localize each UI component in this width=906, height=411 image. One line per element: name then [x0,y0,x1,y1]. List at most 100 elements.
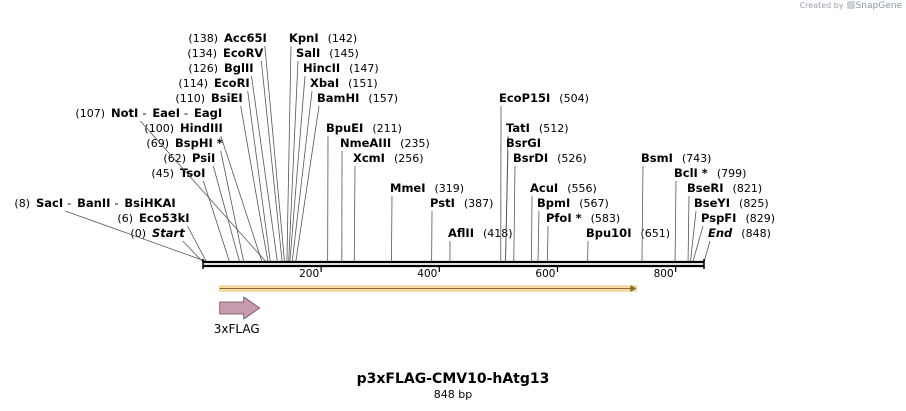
enzyme-name-bsiei: BsiEI [211,91,243,105]
site-hincii: HincII (147) [289,61,379,263]
site-pspfi: PspFI (829) [692,211,775,263]
enzyme-name-sali: SalI [296,46,320,60]
enzyme-name-eaei: EaeI [152,106,180,120]
enzyme-name-acui: AcuI [530,181,558,195]
feature-arrow-3xflag [219,296,261,320]
site-position-label: (319) [435,182,465,195]
enzyme-name-hincii: HincII [303,61,340,75]
site-ecop15i: EcoP15I (504) [499,91,589,263]
site-position-label: (829) [745,212,775,225]
site-position-label: (69) [146,137,169,150]
orf-arrowhead [630,285,637,292]
site-xcmi: XcmI (256) [353,151,424,263]
site-leader-line [187,225,207,263]
site-leader-line [247,90,271,263]
site-kpni: KpnI (142) [286,31,358,263]
site-leader-line [353,165,356,263]
site-separator: - [142,106,146,120]
site-leader-line [531,195,533,263]
site-leader-line [547,225,549,263]
site-position-label: (8) [14,197,30,210]
ruler-tick-label: 400 [417,268,437,280]
site-psti: PstI (387) [430,196,494,263]
site-position-label: (743) [682,152,712,165]
enzyme-name-ecop15i: EcoP15I [499,91,550,105]
enzyme-name-mmei: MmeI [390,181,426,195]
restriction-site-layer: Start(0)Eco53kI(6)SacI - BanII - BsiHKAI(8)T… [14,31,775,263]
site-nmeaiii: NmeAIII (235) [340,136,430,263]
site-position-label: (151) [348,77,378,90]
feature-layer: 3xFLAG [214,285,637,336]
site-position-label: (114) [178,77,208,90]
site-acui: AcuI (556) [530,181,597,263]
site-position-label: (235) [400,137,430,150]
site-bpuei: BpuEI (211) [326,121,402,263]
site-position-label: (62) [163,152,186,165]
site-hindiii: HindIII (100) [144,121,263,263]
site-leader-line [692,225,704,263]
enzyme-name-bamhi: BamHI [317,91,359,105]
site-leader-line [264,45,285,263]
enzyme-name-bsrgi: BsrGI [506,136,541,150]
site-acc65i: Acc65I (138) [188,31,285,263]
enzyme-name-ecorv: EcoRV [223,46,263,60]
site-leader-line [505,150,509,263]
site-sali: SalI (145) [288,46,359,263]
site-position-label: (107) [75,107,105,120]
site-bsrgi: BsrGI [505,136,541,263]
enzyme-name-xcmi: XcmI [353,151,385,165]
site-eco53ki: Eco53kI (6) [117,211,207,263]
site-position-label: (799) [717,167,747,180]
enzyme-name-eagi: EagI [194,106,222,120]
site-pfoi: PfoI * (583) [546,211,620,263]
site-leader-line [703,240,711,263]
enzyme-name-tati: TatI [506,121,530,135]
site-position-label: (526) [557,152,587,165]
enzyme-name-bcli: BclI * [674,166,708,180]
site-position-label: (256) [394,152,424,165]
map-title: p3xFLAG-CMV10-hAtg13 [356,371,550,387]
site-position-label: (100) [144,122,174,135]
site-bglii: BglII (126) [188,61,278,263]
site-position-label: (142) [328,32,358,45]
enzyme-name-tsoi: TsoI [180,166,205,180]
site-leader-line [202,180,230,263]
site-position-label: (556) [567,182,597,195]
enzyme-name-nmeaiii: NmeAIII [340,136,391,150]
enzyme-name-bsrdi: BsrDI [513,151,548,165]
enzyme-name-bsmi: BsmI [641,151,673,165]
site-leader-line [537,210,540,263]
enzyme-name-end: End [708,226,733,240]
enzyme-name-bsihkai: BsiHKAI [124,196,175,210]
site-position-label: (418) [483,227,513,240]
enzyme-name-noti: NotI [111,106,138,120]
site-bsmi: BsmI (743) [641,151,712,263]
site-position-label: (134) [187,47,217,60]
snapgene-logo-icon [846,1,855,9]
site-position-label: (147) [349,62,379,75]
enzyme-name-psti: PstI [430,196,455,210]
site-leader-line [260,60,283,263]
site-leader-line [286,45,292,263]
site-leader-line [289,75,306,263]
site-ecori: EcoRI (114) [178,76,271,263]
enzyme-name-bpuei: BpuEI [326,121,363,135]
site-ecorv: EcoRV (134) [187,46,283,263]
enzyme-name-ecori: EcoRI [214,76,250,90]
site-position-label: (504) [559,92,589,105]
site-aflii: AflII (418) [448,226,513,263]
enzyme-name-bpu10i: Bpu10I [586,226,631,240]
site-leader-line [687,195,690,263]
site-leader-line [674,180,677,263]
site-saci-banii-bsihkai: SacI - BanII - BsiHKAI(8) [14,196,208,263]
site-noti-eaei-eagi: NotI - EaeI - EagI(107) [75,106,267,263]
site-position-label: (145) [329,47,359,60]
site-position-label: (567) [579,197,609,210]
enzyme-name-aflii: AflII [448,226,474,240]
site-psii: PsiI (62) [163,151,241,263]
site-leader-line [291,90,313,263]
site-position-label: (157) [368,92,398,105]
site-position-label: (387) [464,197,494,210]
enzyme-name-kpni: KpnI [289,31,319,45]
